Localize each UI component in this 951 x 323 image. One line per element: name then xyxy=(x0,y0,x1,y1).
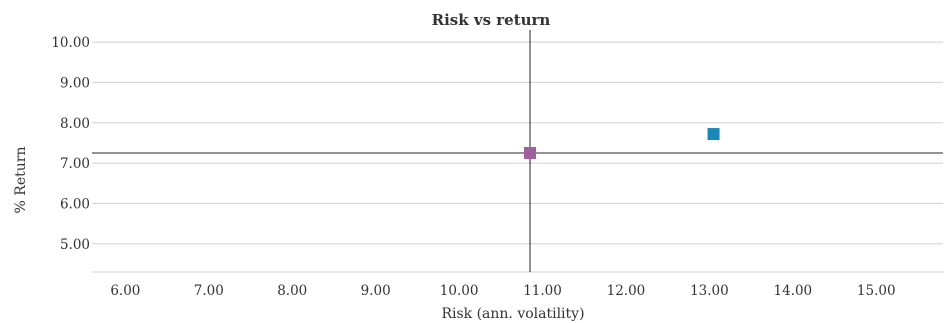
x-axis-label: Risk (ann. volatility) xyxy=(441,306,584,322)
x-tick-label: 9.00 xyxy=(361,283,391,299)
x-tick-label: 15.00 xyxy=(857,283,896,299)
x-tick-label: 10.00 xyxy=(440,283,479,299)
x-tick-label: 14.00 xyxy=(773,283,812,299)
x-tick-labels: 6.00 7.00 8.00 9.00 10.00 11.00 12.00 13.00 14.0… xyxy=(110,283,895,299)
y-tick-label: 7.00 xyxy=(60,156,90,172)
y-tick-label: 10.00 xyxy=(51,35,90,51)
y-tick-label: 5.00 xyxy=(60,237,90,253)
y-tick-label: 8.00 xyxy=(60,116,90,132)
reference-lines xyxy=(92,30,943,272)
x-tick-label: 6.00 xyxy=(110,283,140,299)
chart-title: Risk vs return xyxy=(432,11,551,29)
x-tick-label: 7.00 xyxy=(194,283,224,299)
data-point xyxy=(524,147,537,160)
x-tick-label: 11.00 xyxy=(523,283,562,299)
y-tick-labels: 10.00 9.00 8.00 7.00 6.00 5.00 xyxy=(51,35,90,253)
y-tick-label: 6.00 xyxy=(60,196,90,212)
x-tick-label: 8.00 xyxy=(277,283,307,299)
data-points xyxy=(524,128,720,160)
x-tick-label: 12.00 xyxy=(607,283,646,299)
gridlines xyxy=(92,41,943,273)
y-axis-label: % Return xyxy=(13,147,29,214)
data-point xyxy=(707,128,720,141)
y-tick-label: 9.00 xyxy=(60,75,90,91)
x-tick-label: 13.00 xyxy=(690,283,729,299)
